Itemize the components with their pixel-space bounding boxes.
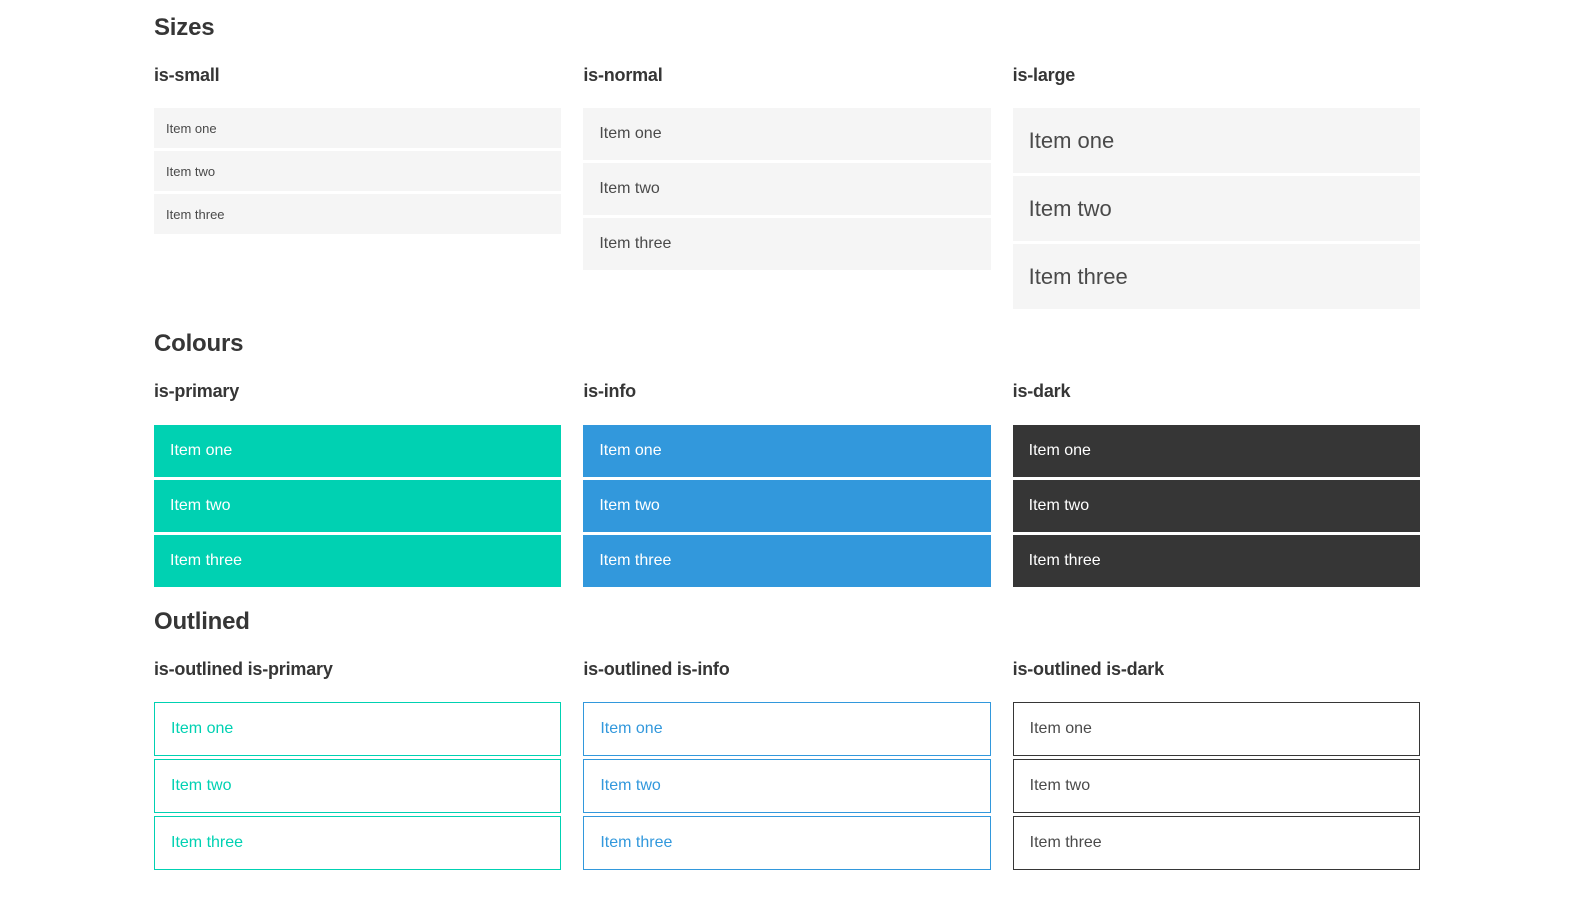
group-title-is-small: is-small (154, 64, 220, 85)
list-item[interactable]: Item two (1012, 479, 1420, 532)
list-large: Item one Item two Item three (1012, 108, 1420, 310)
group-title-is-dark: is-dark (1012, 381, 1071, 402)
list-outlined-info: Item one Item two Item three (583, 702, 991, 871)
group-title-outlined-info: is-outlined is-info (583, 658, 730, 679)
group-outlined-dark: is-outlined is-dark Item one Item two It… (1012, 658, 1420, 874)
list-item[interactable]: Item three (583, 218, 991, 271)
list-item[interactable]: Item one (583, 702, 991, 757)
list-item[interactable]: Item one (1012, 108, 1420, 174)
list-item[interactable]: Item three (1012, 816, 1420, 871)
list-item[interactable]: Item two (583, 759, 991, 814)
list-outlined-primary: Item one Item two Item three (154, 702, 562, 871)
list-item[interactable]: Item three (154, 534, 562, 587)
group-is-primary: is-primary Item one Item two Item three (154, 381, 562, 590)
list-item[interactable]: Item one (1012, 702, 1420, 757)
list-item[interactable]: Item three (154, 816, 562, 871)
list-item[interactable]: Item one (154, 108, 562, 149)
section-title-colours: Colours (154, 330, 244, 358)
list-item[interactable]: Item one (583, 424, 991, 477)
list-item[interactable]: Item two (1012, 176, 1420, 242)
group-title-is-primary: is-primary (154, 381, 240, 402)
group-is-large: is-large Item one Item two Item three (1012, 64, 1420, 313)
list-item[interactable]: Item three (154, 194, 562, 235)
outlined-columns: is-outlined is-primary Item one Item two… (154, 659, 1420, 874)
group-is-normal: is-normal Item one Item two Item three (583, 64, 991, 274)
list-item[interactable]: Item two (154, 759, 562, 814)
group-title-outlined-primary: is-outlined is-primary (154, 658, 333, 679)
group-title-is-info: is-info (583, 381, 636, 402)
list-item[interactable]: Item two (583, 163, 991, 216)
list-item[interactable]: Item three (1012, 244, 1420, 310)
group-is-info: is-info Item one Item two Item three (583, 381, 991, 590)
group-title-outlined-dark: is-outlined is-dark (1012, 658, 1164, 679)
list-item[interactable]: Item three (1012, 534, 1420, 587)
list-item[interactable]: Item one (154, 424, 562, 477)
list-item[interactable]: Item two (1012, 759, 1420, 814)
section-title-sizes: Sizes (154, 14, 215, 41)
section-sizes: Sizes is-small Item one Item two Item th… (154, 14, 1420, 312)
list-dark: Item one Item two Item three (1012, 424, 1420, 587)
list-primary: Item one Item two Item three (154, 424, 562, 587)
group-is-small: is-small Item one Item two Item three (154, 64, 562, 238)
group-is-dark: is-dark Item one Item two Item three (1012, 381, 1420, 590)
list-normal: Item one Item two Item three (583, 108, 991, 271)
list-small: Item one Item two Item three (154, 108, 562, 235)
group-outlined-primary: is-outlined is-primary Item one Item two… (154, 658, 562, 874)
sizes-columns: is-small Item one Item two Item three is… (154, 65, 1420, 313)
section-colours: Colours is-primary Item one Item two Ite… (154, 330, 1420, 589)
list-item[interactable]: Item three (583, 534, 991, 587)
section-outlined: Outlined is-outlined is-primary Item one… (154, 608, 1420, 873)
section-title-outlined: Outlined (154, 607, 250, 635)
list-item[interactable]: Item two (154, 151, 562, 192)
list-item[interactable]: Item two (154, 479, 562, 532)
list-item[interactable]: Item two (583, 479, 991, 532)
list-outlined-dark: Item one Item two Item three (1012, 702, 1420, 871)
group-title-is-large: is-large (1012, 64, 1076, 85)
list-component-demo-page: Sizes is-small Item one Item two Item th… (154, 0, 1420, 873)
list-info: Item one Item two Item three (583, 424, 991, 587)
colours-columns: is-primary Item one Item two Item three … (154, 381, 1420, 590)
list-item[interactable]: Item one (583, 108, 991, 161)
list-item[interactable]: Item one (1012, 424, 1420, 477)
group-outlined-info: is-outlined is-info Item one Item two It… (583, 658, 991, 874)
list-item[interactable]: Item three (583, 816, 991, 871)
group-title-is-normal: is-normal (583, 64, 663, 85)
list-item[interactable]: Item one (154, 702, 562, 757)
